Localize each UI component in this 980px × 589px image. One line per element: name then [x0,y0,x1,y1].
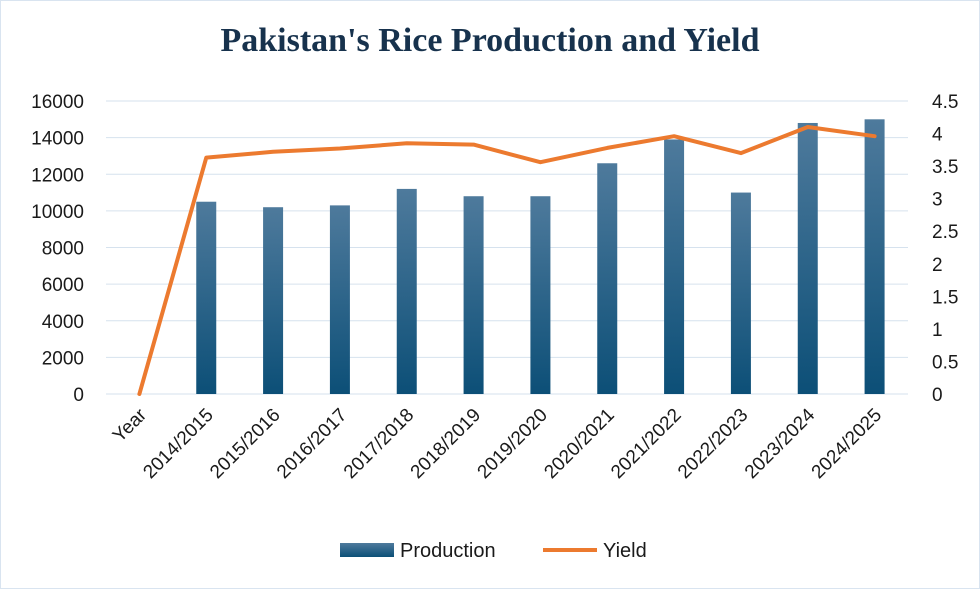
left-tick-label: 8000 [42,239,84,260]
bar-2019-2020 [530,196,551,394]
bar-2024-2025 [864,119,885,394]
yield-series-line [137,125,877,396]
x-axis: Year2014/20152015/20162016/20172017/2018… [109,404,886,483]
left-tick-label: 6000 [42,275,84,296]
category-label: 2020/2021 [540,405,618,483]
legend-swatch-production [340,543,394,557]
bar-2015-2016 [263,207,284,394]
gridlines [106,100,908,395]
bar-2020-2021 [597,163,618,394]
category-label: 2017/2018 [340,405,418,483]
right-tick-label: 2.5 [932,222,958,243]
right-tick-label: 0 [932,385,943,406]
right-tick-label: 0.5 [932,352,958,373]
bar-2018-2019 [463,196,484,394]
category-label: 2024/2025 [808,405,886,483]
chart-title: Pakistan's Rice Production and Yield [220,22,760,59]
left-tick-label: 10000 [31,202,84,223]
bar-2022-2023 [730,192,751,394]
right-tick-label: 1 [932,320,943,341]
category-label: 2021/2022 [607,405,685,483]
right-tick-label: 2 [932,255,943,276]
category-label: 2015/2016 [206,405,284,483]
legend-label-production: Production [400,540,496,562]
category-label: 2018/2019 [407,405,485,483]
left-tick-label: 14000 [31,129,84,150]
left-axis: 0 2000 4000 6000 8000 10000 12000 14000 16000 [31,92,84,406]
yield-line [137,125,877,396]
right-tick-label: 4.5 [932,92,958,113]
left-tick-label: 4000 [42,312,84,333]
category-label: Year [109,404,151,446]
category-label: 2014/2015 [139,405,217,483]
left-tick-label: 2000 [42,348,84,369]
category-label: 2016/2017 [273,405,351,483]
right-tick-label: 3.5 [932,157,958,178]
bar-2016-2017 [329,205,350,394]
bar-2014-2015 [196,201,217,394]
category-label: 2022/2023 [674,405,752,483]
bar-2021-2022 [664,139,685,394]
right-tick-label: 1.5 [932,287,958,308]
production-bars [196,119,885,394]
legend-label-yield: Yield [603,540,647,562]
legend: Production Yield [340,540,647,562]
category-label: 2023/2024 [741,404,820,483]
category-label: 2019/2020 [474,405,552,483]
right-axis: 0 0.5 1 1.5 2 2.5 3 3.5 4 4.5 [932,92,958,406]
right-tick-label: 4 [932,125,943,146]
bar-2017-2018 [396,188,417,394]
left-tick-label: 0 [73,385,84,406]
right-tick-label: 3 [932,190,943,211]
left-tick-label: 12000 [31,165,84,186]
bar-2023-2024 [797,122,818,394]
left-tick-label: 16000 [31,92,84,113]
